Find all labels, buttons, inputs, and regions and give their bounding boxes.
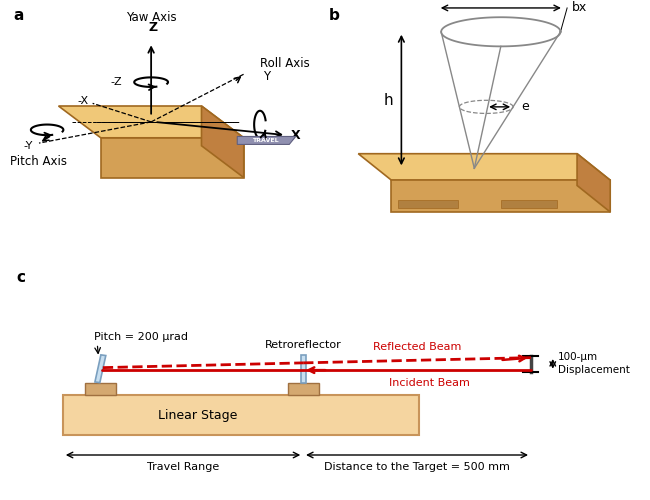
Text: Y: Y: [263, 70, 270, 84]
Text: Incident Beam: Incident Beam: [389, 378, 470, 388]
Text: Z: Z: [148, 22, 157, 35]
Text: b: b: [328, 8, 339, 23]
FancyBboxPatch shape: [287, 382, 318, 395]
Text: bx: bx: [572, 2, 588, 15]
Polygon shape: [500, 200, 557, 208]
Text: c: c: [16, 270, 25, 285]
Polygon shape: [358, 154, 610, 180]
Text: X: X: [291, 128, 300, 141]
Text: Linear Stage: Linear Stage: [159, 408, 238, 422]
Text: Yaw Axis: Yaw Axis: [126, 11, 176, 24]
Text: -Y: -Y: [23, 141, 32, 151]
Text: -Z: -Z: [111, 77, 122, 87]
Polygon shape: [398, 200, 458, 208]
Polygon shape: [101, 138, 244, 177]
Text: e: e: [521, 100, 529, 114]
Text: Travel Range: Travel Range: [147, 462, 219, 471]
Polygon shape: [202, 106, 244, 178]
Text: Distance to the Target = 500 mm: Distance to the Target = 500 mm: [324, 462, 510, 471]
Polygon shape: [577, 154, 610, 212]
Text: a: a: [13, 8, 23, 23]
Text: TRAVEL: TRAVEL: [252, 138, 278, 143]
Polygon shape: [95, 355, 106, 382]
Text: Pitch Axis: Pitch Axis: [10, 155, 67, 168]
Polygon shape: [391, 180, 610, 212]
Text: Retroreflector: Retroreflector: [265, 340, 341, 350]
Text: Roll Axis: Roll Axis: [260, 57, 310, 70]
Text: h: h: [384, 92, 393, 108]
Text: Pitch = 200 μrad: Pitch = 200 μrad: [94, 332, 188, 342]
Polygon shape: [237, 136, 296, 144]
Polygon shape: [58, 106, 244, 138]
Polygon shape: [301, 355, 305, 382]
FancyBboxPatch shape: [84, 382, 116, 395]
FancyBboxPatch shape: [63, 395, 419, 435]
Text: Reflected Beam: Reflected Beam: [373, 342, 462, 351]
Text: 100-μm
Displacement: 100-μm Displacement: [558, 352, 630, 376]
Text: -X: -X: [77, 96, 88, 106]
